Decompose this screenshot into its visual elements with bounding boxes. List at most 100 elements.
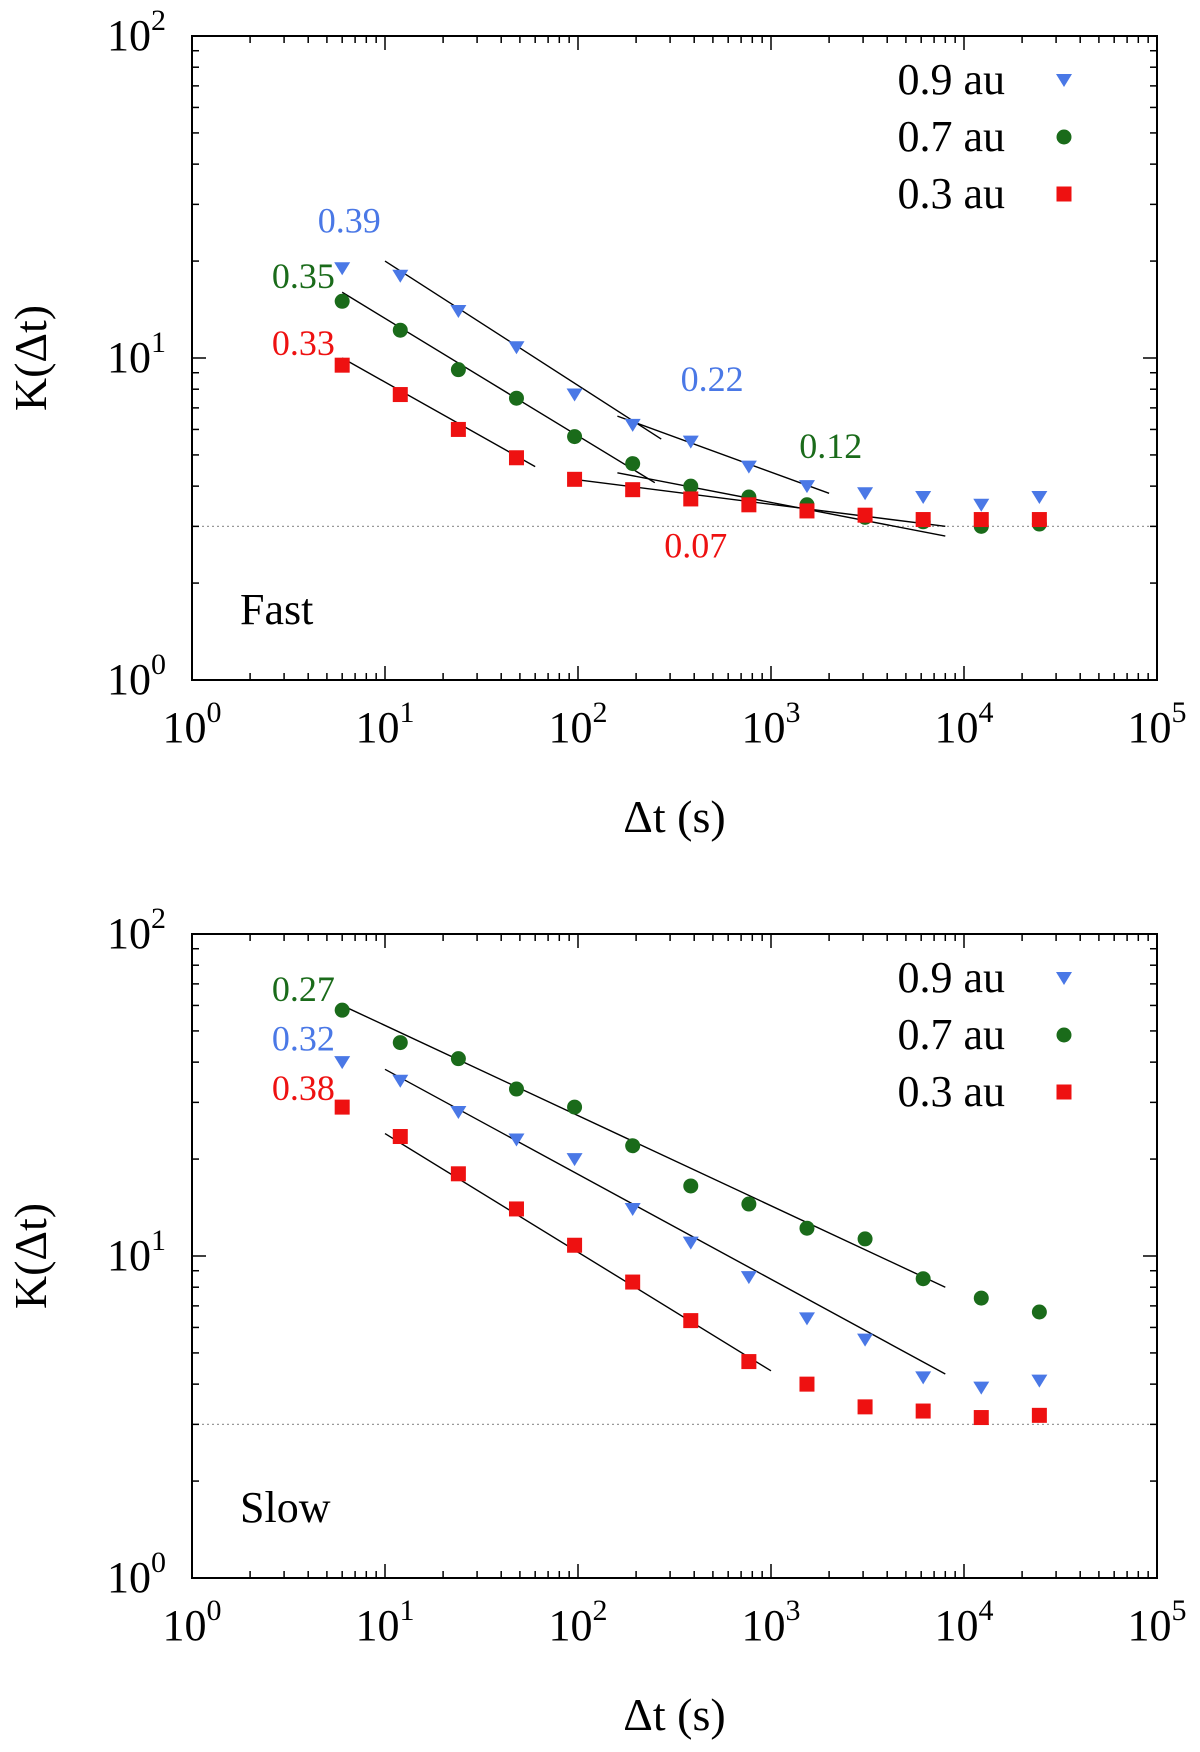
data-point [625, 1274, 641, 1290]
data-point [915, 512, 931, 528]
data-point [857, 1399, 873, 1415]
slope-annotation: 0.32 [272, 1018, 335, 1058]
data-point [450, 1106, 467, 1120]
data-point [334, 293, 350, 309]
legend-marker [1056, 1084, 1072, 1100]
data-point [799, 503, 815, 519]
y-axis-label: K(Δt) [5, 1203, 56, 1309]
fit-line [341, 291, 656, 484]
x-tick-label-exponent: 4 [979, 696, 994, 729]
x-tick-label-exponent: 3 [786, 696, 801, 729]
data-point [334, 1002, 350, 1018]
data-point [566, 1153, 583, 1167]
x-tick-label-exponent: 3 [786, 1594, 801, 1627]
y-tick-label: 100 [107, 1546, 166, 1602]
y-tick-label-exponent: 2 [151, 4, 166, 37]
slope-annotation: 0.22 [681, 359, 744, 399]
x-tick-label: 103 [742, 1594, 801, 1650]
data-point [857, 507, 873, 523]
x-tick-label-exponent: 4 [979, 1594, 994, 1627]
series-0-3-au [334, 1099, 1047, 1426]
legend-marker [1056, 1027, 1072, 1043]
data-point [683, 491, 699, 507]
data-point [334, 357, 350, 373]
x-tick-label: 104 [935, 696, 994, 752]
slope-annotation: 0.12 [799, 426, 862, 466]
data-point [567, 429, 583, 445]
data-point [682, 435, 699, 449]
x-axis-label: Δt (s) [623, 791, 725, 842]
data-point [973, 1381, 990, 1395]
data-point [1031, 491, 1048, 505]
data-point [508, 341, 525, 355]
fit-line [617, 415, 830, 494]
x-tick-label-exponent: 2 [593, 696, 608, 729]
data-point [857, 487, 874, 501]
x-axis-label: Δt (s) [623, 1689, 725, 1740]
legend-marker [1056, 129, 1072, 145]
slope-annotation: 0.35 [272, 256, 335, 296]
data-point [1031, 1304, 1047, 1320]
x-tick-label: 103 [742, 696, 801, 752]
data-point [334, 1056, 351, 1070]
y-tick-label-base: 10 [107, 909, 151, 958]
data-point [508, 1133, 525, 1147]
x-tick-label: 100 [163, 1594, 222, 1650]
fit-line [341, 1004, 946, 1288]
x-tick-label-exponent: 0 [207, 1594, 222, 1627]
x-tick-label-base: 10 [163, 1601, 207, 1650]
data-point [567, 1099, 583, 1115]
fit-line [617, 472, 946, 537]
data-point [683, 1313, 699, 1329]
legend-marker [1056, 74, 1072, 87]
x-tick-label-exponent: 5 [1172, 1594, 1187, 1627]
data-point [741, 1354, 757, 1370]
y-tick-label: 101 [107, 326, 166, 382]
x-tick-label-exponent: 2 [593, 1594, 608, 1627]
slope-annotation: 0.27 [272, 969, 335, 1009]
panel-label: Fast [240, 585, 313, 634]
x-tick-label: 101 [356, 696, 415, 752]
data-point [740, 460, 757, 474]
data-point [1031, 512, 1047, 528]
x-tick-label-base: 10 [1128, 703, 1172, 752]
slope-annotation: 0.38 [272, 1068, 335, 1108]
x-tick-label-base: 10 [935, 703, 979, 752]
x-tick-label: 102 [549, 696, 608, 752]
data-point [857, 1231, 873, 1247]
data-point [857, 1333, 874, 1347]
y-tick-label-exponent: 0 [151, 1546, 166, 1579]
legend-label: 0.7 au [897, 112, 1005, 161]
x-tick-label-exponent: 1 [400, 696, 415, 729]
slope-annotation: 0.33 [272, 323, 335, 363]
legend-label: 0.9 au [897, 55, 1005, 104]
y-tick-label-exponent: 0 [151, 648, 166, 681]
x-tick-label-base: 10 [549, 1601, 593, 1650]
data-point [450, 1051, 466, 1067]
x-tick-label-base: 10 [935, 1601, 979, 1650]
data-point [566, 388, 583, 402]
data-point [567, 1237, 583, 1253]
data-point [624, 1202, 641, 1216]
data-point [567, 471, 583, 487]
fit-line [341, 357, 536, 468]
data-point [915, 491, 932, 505]
data-point [508, 1081, 524, 1097]
x-tick-label: 102 [549, 1594, 608, 1650]
legend-label: 0.3 au [897, 1067, 1005, 1116]
x-tick-label: 105 [1128, 696, 1187, 752]
y-tick-label: 102 [107, 4, 166, 60]
data-point [1031, 1374, 1048, 1388]
x-tick-label-base: 10 [742, 703, 786, 752]
x-tick-label-base: 10 [356, 703, 400, 752]
data-point [740, 1271, 757, 1285]
y-tick-label-base: 10 [107, 11, 151, 60]
legend-label: 0.3 au [897, 169, 1005, 218]
x-tick-label-base: 10 [742, 1601, 786, 1650]
y-tick-label-exponent: 2 [151, 902, 166, 935]
data-point [683, 478, 699, 494]
slope-annotation: 0.07 [664, 526, 727, 566]
data-point [450, 362, 466, 378]
data-point [625, 482, 641, 498]
